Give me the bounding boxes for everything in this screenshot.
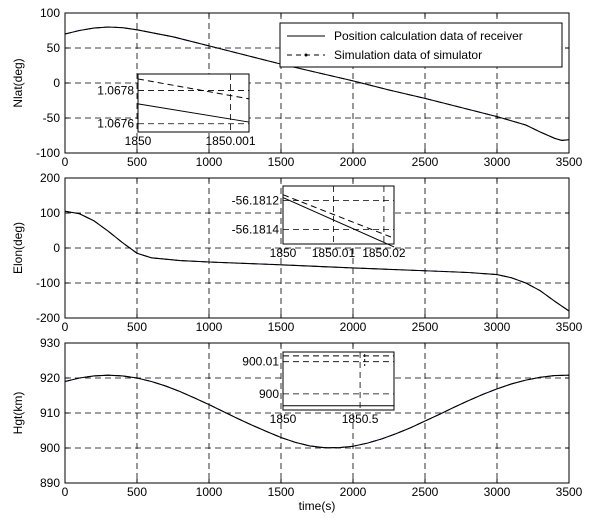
x-tick-label: 1500: [268, 155, 295, 169]
inset-frame: [282, 185, 395, 245]
x-tick-label: 3500: [556, 155, 583, 169]
x-tick-label: 2500: [412, 485, 439, 499]
legend-entry-label: Simulation data of simulator: [334, 48, 482, 62]
y-tick-label: 0: [53, 241, 60, 255]
x-tick-label: 2000: [340, 320, 367, 334]
y-tick-label: 900: [40, 441, 60, 455]
inset-x-tick-label: 1850: [125, 134, 152, 148]
x-tick-label: 0: [62, 320, 69, 334]
x-tick-label: 1000: [196, 485, 223, 499]
inset-zoom: 900 900.01 1850 1850.5: [242, 351, 395, 426]
x-tick-label: 1000: [196, 320, 223, 334]
y-tick-label: 920: [40, 371, 60, 385]
x-tick-label: 500: [127, 485, 147, 499]
inset-x-tick-label: 1850: [270, 246, 297, 260]
series-line-receiver: [64, 374, 570, 449]
inset-background: [138, 74, 249, 132]
legend-entry-label: Position calculation data of receiver: [334, 29, 523, 43]
y-tick-label: -50: [43, 111, 61, 125]
y-tick-label: -200: [36, 311, 60, 325]
x-tick-label: 2500: [412, 320, 439, 334]
legend: Position calculation data of receiver Sim…: [279, 22, 563, 68]
inset-x-tick-label: 1850.02: [362, 246, 406, 260]
x-tick-label: 3000: [484, 485, 511, 499]
inset-background: [283, 352, 394, 410]
y-tick-label: 0: [53, 76, 60, 90]
x-tick-label: 3500: [556, 320, 583, 334]
series-line-receiver: [64, 210, 570, 312]
inset-frame: [282, 351, 395, 411]
x-tick-label: 0: [62, 485, 69, 499]
inset-y-tick-label: 900.01: [242, 355, 279, 369]
x-tick-label: 500: [127, 320, 147, 334]
y-tick-label: -100: [36, 276, 60, 290]
x-tick-label: 0: [62, 155, 69, 169]
x-tick-label: 500: [127, 155, 147, 169]
subplot-2: 0 500 1000 1500 2000 2500 3000 3500 -200 -100 0 100…: [11, 171, 583, 334]
inset-series-line-simulator: [137, 78, 250, 100]
inset-x-tick-label: 1850.01: [312, 246, 356, 260]
y-axis-label: Nlat(deg): [11, 58, 25, 107]
y-axis-label: Elon(deg): [11, 222, 25, 274]
inset-y-tick-label: -56.1812: [232, 194, 280, 208]
inset-y-tick-label: 900: [259, 387, 279, 401]
y-tick-label: 910: [40, 406, 60, 420]
y-tick-label: 890: [40, 476, 60, 490]
y-tick-label: 930: [40, 336, 60, 350]
inset-x-tick-label: 1850.001: [205, 134, 255, 148]
x-tick-label: 3000: [484, 155, 511, 169]
subplot-1: 0 500 1000 1500 2000 2500 3000 3500 -100 -50 0 50 10…: [11, 6, 583, 169]
inset-y-tick-label: 1.0678: [97, 84, 134, 98]
x-tick-label: 3500: [556, 485, 583, 499]
series-line-receiver: [64, 26, 570, 141]
x-tick-label: 2500: [412, 155, 439, 169]
x-tick-label: 2000: [340, 485, 367, 499]
x-tick-label: 1000: [196, 155, 223, 169]
legend-box: [279, 22, 563, 68]
y-tick-label: 50: [47, 41, 61, 55]
inset-series-line-receiver: [137, 103, 250, 123]
x-tick-label: 1500: [268, 320, 295, 334]
inset-x-tick-label: 1850.5: [342, 412, 379, 426]
y-axis-label: Hgt(km): [11, 392, 25, 435]
y-tick-label: 100: [40, 206, 60, 220]
subplot-3: 0 500 1000 1500 2000 2500 3000 3500 890 900 910 920…: [11, 336, 583, 513]
inset-y-tick-label: 1.0676: [97, 117, 134, 131]
inset-frame: [137, 73, 250, 133]
x-axis-label: time(s): [299, 499, 336, 513]
y-tick-label: -100: [36, 146, 60, 160]
inset-background: [283, 186, 394, 244]
x-tick-label: 2000: [340, 155, 367, 169]
inset-series-line-receiver: [282, 197, 395, 248]
x-tick-label: 1500: [268, 485, 295, 499]
inset-zoom: -56.1814 -56.1812 1850 1850.01 1850.02: [232, 185, 406, 260]
inset-zoom: 1.0676 1.0678 1850 1850.001: [97, 73, 256, 148]
y-tick-label: 100: [40, 6, 60, 20]
legend-marker: [304, 53, 308, 57]
inset-y-tick-label: -56.1814: [232, 223, 280, 237]
y-tick-label: 200: [40, 171, 60, 185]
x-tick-label: 3000: [484, 320, 511, 334]
inset-x-tick-label: 1850: [270, 412, 297, 426]
